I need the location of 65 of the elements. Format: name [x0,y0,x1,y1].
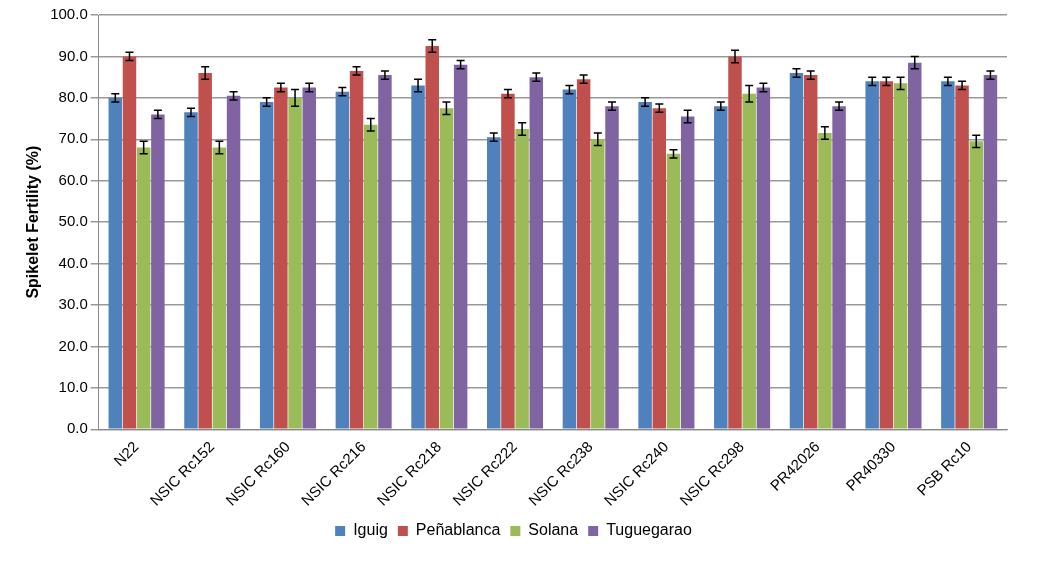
y-tick-label: 80.0 [58,88,88,106]
bar [439,108,454,429]
y-tick-label: 0.0 [66,419,88,437]
bar [818,133,832,429]
y-tick-label: 60.0 [58,170,88,188]
bar [605,106,619,429]
bar [756,87,771,429]
y-axis-title: Spikelet Fertility (%) [24,145,42,299]
bar [941,81,955,429]
bar [501,93,515,429]
bar [487,137,501,429]
y-tick-label: 20.0 [58,336,88,354]
bar [893,83,908,429]
bar [803,75,818,429]
bar [184,112,198,429]
bar [425,46,439,429]
legend-label: Iguig [353,521,388,539]
bar [364,124,378,429]
y-tick-label: 70.0 [58,129,88,147]
bar [562,89,577,429]
bar [122,56,137,429]
bar [411,85,425,429]
bar [879,81,894,429]
bar [908,62,922,429]
bar [198,73,212,429]
bar [865,81,879,429]
bar [226,95,241,429]
bar [108,97,123,429]
bar [302,87,316,429]
bar [638,102,652,429]
legend-label: Peñablanca [415,521,501,539]
bar [728,56,742,429]
bar [349,70,364,429]
bar [151,114,165,429]
bar [714,106,728,429]
bar [789,73,804,429]
bar [288,97,302,429]
bar [529,77,544,429]
bar [136,147,151,429]
bar [378,75,392,429]
bar [591,139,605,429]
y-tick-label: 30.0 [58,295,88,313]
bar [832,106,846,429]
bar [742,93,756,429]
y-tick-label: 10.0 [58,378,88,396]
bar [576,79,591,429]
y-tick-label: 90.0 [58,46,88,64]
bar [652,108,667,429]
bar [335,91,350,429]
y-tick-label: 40.0 [58,253,88,271]
y-tick-label: 100.0 [50,5,88,23]
bar [259,102,274,429]
y-tick-label: 50.0 [58,212,88,230]
bar [983,75,998,429]
x-tick-label: N22 [110,437,142,470]
bar [515,128,529,429]
bar [955,85,969,429]
bar [666,153,681,429]
legend-label: Tuguegarao [606,521,692,539]
legend-label: Solana [528,521,579,539]
bar [453,64,468,429]
bar [680,116,695,429]
bar [969,141,983,429]
bar [274,87,288,429]
bar [212,147,227,429]
